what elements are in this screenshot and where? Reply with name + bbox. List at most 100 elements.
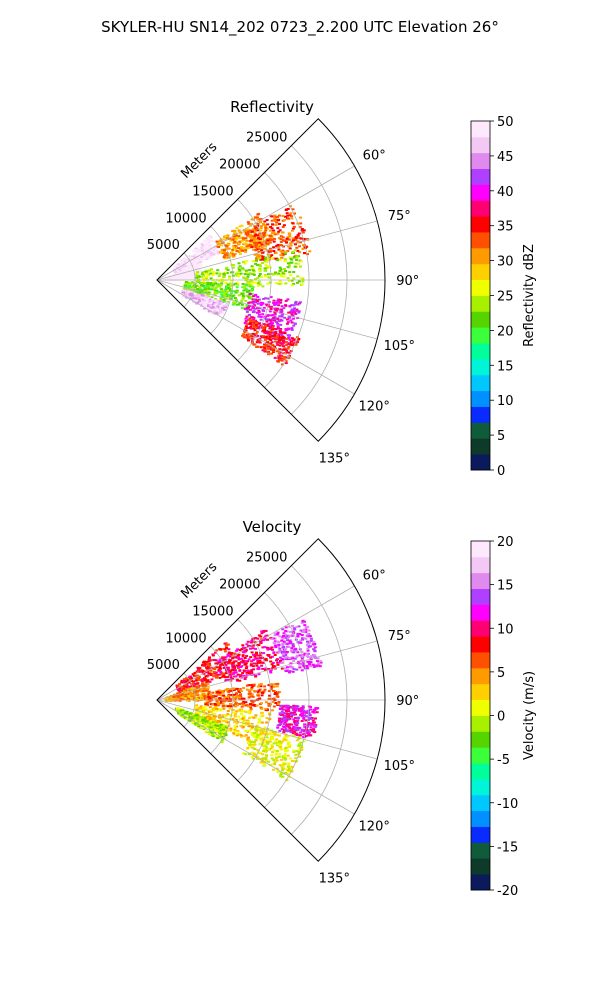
echo-gate — [300, 283, 304, 286]
echo-gate — [267, 690, 271, 693]
echo-gate — [306, 731, 310, 734]
echo-gate — [220, 312, 224, 315]
echo-gate — [276, 259, 280, 262]
echo-gate — [258, 337, 262, 340]
echo-gate — [275, 734, 279, 737]
echo-gate — [201, 289, 205, 292]
echo-gate — [231, 255, 235, 258]
colorbar-tick-label: -10 — [497, 797, 518, 812]
echo-gate — [270, 257, 274, 259]
echo-gate — [279, 249, 283, 252]
echo-gate — [236, 283, 240, 286]
echo-gate — [282, 348, 286, 351]
echo-gate — [197, 668, 200, 671]
echo-gate — [207, 247, 211, 250]
echo-gate — [265, 749, 269, 752]
echo-gate — [290, 340, 293, 343]
echo-gate — [279, 241, 283, 243]
echo-gate — [185, 677, 188, 680]
echo-gate — [204, 290, 208, 293]
echo-gate — [288, 706, 292, 708]
echo-gate — [273, 345, 276, 348]
echo-gate — [194, 265, 198, 268]
echo-gate — [250, 716, 254, 719]
echo-gate — [315, 711, 319, 714]
echo-gate — [235, 734, 239, 737]
echo-gate — [211, 284, 215, 287]
echo-gate — [254, 227, 258, 230]
echo-gate — [245, 245, 249, 248]
echo-gate — [279, 333, 283, 336]
echo-gate — [201, 244, 205, 247]
echo-gate — [266, 741, 270, 744]
echo-gate — [239, 272, 243, 275]
echo-gate — [282, 739, 286, 741]
echo-gate — [301, 231, 305, 234]
echo-gate — [274, 252, 278, 254]
echo-gate — [270, 745, 274, 748]
echo-gate — [300, 621, 304, 624]
echo-gate — [241, 704, 245, 707]
echo-gate — [216, 250, 220, 253]
echo-gate — [219, 301, 223, 304]
echo-gate — [316, 657, 320, 660]
echo-gate — [312, 648, 316, 651]
echo-gate — [227, 669, 231, 672]
echo-gate — [256, 277, 260, 279]
echo-gate — [290, 215, 294, 218]
echo-gate — [276, 325, 280, 328]
echo-gate — [216, 301, 220, 304]
echo-gate — [279, 704, 283, 707]
echo-gate — [286, 236, 290, 239]
echo-gate — [296, 235, 300, 238]
echo-gate — [186, 678, 190, 681]
echo-gate — [280, 355, 284, 358]
echo-gate — [253, 743, 257, 746]
echo-gate — [285, 666, 289, 669]
panel-title: Reflectivity — [230, 98, 314, 116]
colorbar-segment — [471, 604, 490, 621]
echo-gate — [232, 672, 236, 675]
echo-gate — [269, 296, 273, 299]
echo-gate — [268, 319, 272, 322]
echo-gate — [295, 732, 299, 735]
echo-gate — [241, 672, 245, 675]
echo-gate — [276, 227, 280, 230]
colorbar-label: Velocity (m/s) — [522, 671, 537, 760]
echo-gate — [287, 708, 291, 710]
echo-gate — [284, 329, 288, 332]
echo-gate — [290, 240, 294, 243]
echo-gate — [289, 212, 293, 215]
echo-gate — [246, 322, 250, 325]
echo-gate — [217, 305, 221, 308]
echo-gate — [269, 656, 272, 659]
echo-gate — [199, 694, 203, 697]
echo-gate — [303, 725, 307, 728]
echo-gate — [263, 731, 267, 734]
echo-gate — [293, 307, 296, 310]
echo-gate — [297, 338, 301, 340]
echo-gate — [254, 647, 257, 650]
echo-gate — [277, 355, 281, 358]
echo-gate — [187, 692, 191, 695]
echo-gate — [289, 242, 293, 245]
echo-gate — [268, 333, 272, 336]
echo-gate — [275, 692, 279, 695]
echo-gate — [285, 709, 289, 712]
echo-gate — [262, 630, 266, 633]
echo-gate — [234, 705, 238, 708]
angle-tick-label: 90° — [396, 274, 419, 289]
echo-gate — [259, 315, 263, 318]
echo-gate — [251, 300, 255, 303]
echo-gate — [244, 299, 248, 302]
echo-gate — [216, 661, 220, 664]
echo-gate — [268, 713, 272, 716]
echo-gate — [256, 302, 260, 305]
echo-gate — [242, 674, 246, 677]
echo-gate — [243, 286, 246, 289]
echo-gate — [283, 721, 287, 724]
echo-gate — [285, 716, 289, 718]
echo-gate — [199, 294, 203, 296]
echo-gate — [259, 758, 263, 760]
echo-gate — [280, 251, 284, 254]
